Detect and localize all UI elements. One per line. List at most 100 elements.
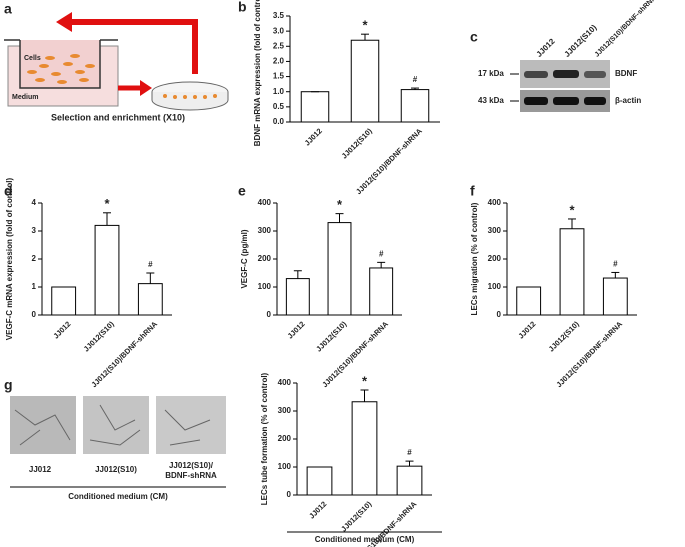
medium-label: Medium	[12, 94, 38, 101]
annotation: *	[362, 18, 368, 33]
annotation: #	[413, 75, 418, 84]
y-tick-label: 400	[278, 378, 292, 387]
annotation: #	[148, 260, 153, 269]
dish-cells	[163, 94, 217, 99]
x-tick-label: JJ012(S10)	[314, 319, 348, 353]
micrograph-label: JJ012	[29, 465, 52, 474]
micrograph-label: JJ012(S10)/	[169, 461, 214, 470]
bar	[400, 89, 430, 123]
annotation: *	[569, 202, 575, 217]
x-tick-label: JJ012	[307, 499, 328, 520]
x-tick-label: JJ012	[303, 126, 324, 147]
y-tick-label: 200	[258, 254, 272, 263]
bar	[306, 466, 333, 496]
x-tick-label: JJ012	[51, 319, 72, 340]
arrow-head	[140, 80, 152, 96]
bar	[559, 228, 585, 316]
y-tick-label: 2.5	[273, 41, 285, 50]
panel-label: f	[470, 183, 475, 199]
micrograph-label: BDNF-shRNA	[165, 471, 217, 480]
y-tick-label: 100	[278, 462, 292, 471]
micrograph-caption: Conditioned medium (CM)	[68, 492, 168, 501]
y-axis-label: BDNF mRNA expression (fold of control)	[253, 0, 262, 146]
bar	[516, 286, 542, 316]
marker-label: 43 kDa	[478, 96, 504, 105]
y-tick-label: 0.0	[273, 117, 285, 126]
y-tick-label: 3	[32, 226, 37, 235]
x-tick-label: JJ012	[286, 319, 307, 340]
annotation: *	[337, 197, 343, 212]
y-axis-label: LECs migration (% of control)	[470, 202, 479, 315]
bar	[94, 224, 120, 316]
panel-label: c	[470, 29, 478, 45]
y-axis-label: VEGF-C mRNA expression (fold of control)	[5, 177, 14, 340]
y-tick-label: 0	[32, 310, 37, 319]
panel-label: a	[4, 1, 12, 17]
marker-tick	[510, 73, 519, 102]
y-tick-label: 300	[258, 226, 272, 235]
lane-label: JJ012(S10)/BDNF-shRNA	[594, 0, 658, 59]
diagram	[4, 12, 229, 111]
y-tick-label: 1.5	[273, 72, 285, 81]
bar	[602, 277, 628, 316]
annotation: *	[104, 196, 110, 211]
bands	[524, 70, 606, 105]
y-tick-label: 200	[488, 254, 502, 263]
panel-label: e	[238, 183, 246, 199]
footer: Conditioned medium (CM)	[315, 535, 415, 544]
x-tick-label: JJ012	[516, 319, 537, 340]
y-tick-label: 0	[287, 490, 292, 499]
bar	[137, 283, 163, 316]
y-tick-label: 4	[32, 198, 37, 207]
bar	[369, 267, 394, 316]
cells-label: Cells	[24, 55, 41, 62]
micrographs	[10, 396, 226, 454]
bar	[350, 39, 380, 123]
y-tick-label: 400	[488, 198, 502, 207]
panel-label: d	[4, 183, 13, 199]
y-tick-label: 400	[258, 198, 272, 207]
y-tick-label: 1.0	[273, 87, 285, 96]
y-tick-label: 1	[32, 282, 37, 291]
y-tick-label: 2.0	[273, 57, 285, 66]
y-tick-label: 0	[497, 310, 502, 319]
y-tick-label: 0.5	[273, 102, 285, 111]
diagram-caption: Selection and enrichment (X10)	[51, 112, 185, 122]
bar	[396, 465, 423, 496]
y-tick-label: 300	[278, 406, 292, 415]
panel-label: b	[238, 0, 247, 15]
y-tick-label: 200	[278, 434, 292, 443]
annotation: *	[362, 373, 368, 388]
return-arrow	[70, 19, 198, 74]
bar	[327, 222, 352, 316]
y-tick-label: 300	[488, 226, 502, 235]
bar	[351, 401, 378, 496]
x-tick-label: JJ012(S10)	[339, 499, 373, 533]
bar	[285, 278, 310, 316]
y-tick-label: 100	[258, 282, 272, 291]
marker-label: 17 kDa	[478, 69, 504, 78]
protein-label: β-actin	[615, 96, 641, 105]
insert	[19, 40, 101, 89]
protein-label: BDNF	[615, 69, 637, 78]
dish-side	[151, 92, 229, 111]
bar	[300, 91, 330, 123]
y-tick-label: 100	[488, 282, 502, 291]
annotation: #	[613, 260, 618, 269]
y-axis-label: LECs tube formation (% of control)	[260, 372, 269, 505]
micrograph-label: JJ012(S10)	[95, 465, 137, 474]
x-tick-label: JJ012(S10)	[547, 319, 581, 353]
cells	[27, 54, 95, 84]
y-tick-label: 2	[32, 254, 37, 263]
bar	[51, 286, 77, 316]
y-tick-label: 3.0	[273, 26, 285, 35]
lane-label: JJ012	[535, 36, 557, 58]
annotation: #	[379, 249, 384, 258]
y-axis-label: VEGF-C (pg/ml)	[240, 229, 249, 288]
x-tick-label: JJ012(S10)	[82, 319, 116, 353]
y-tick-label: 3.5	[273, 11, 285, 20]
y-tick-label: 0	[267, 310, 272, 319]
panel-label: g	[4, 377, 13, 393]
return-arrow-head	[56, 12, 72, 32]
